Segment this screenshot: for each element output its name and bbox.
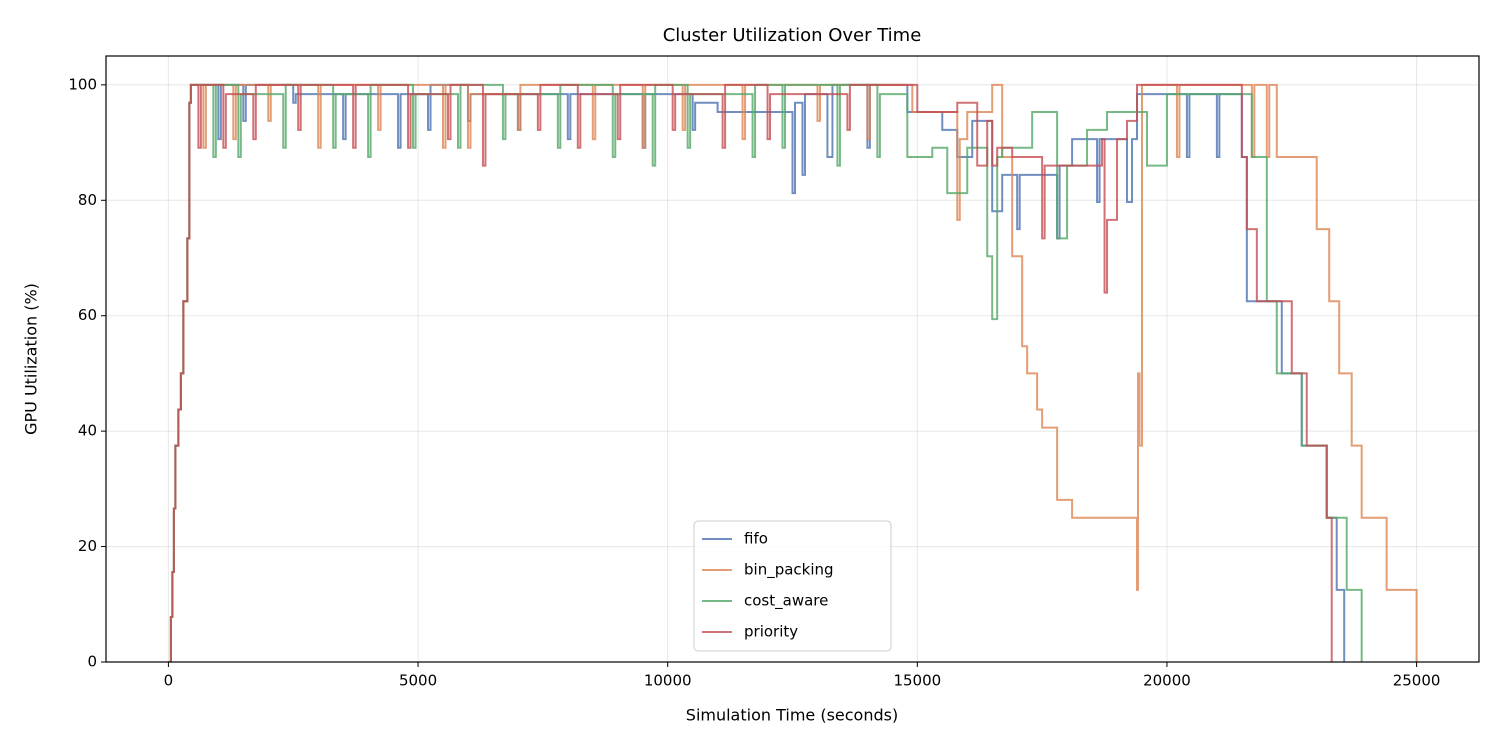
x-tick-label: 20000 <box>1143 672 1191 690</box>
x-tick-label: 15000 <box>893 672 941 690</box>
y-tick-label: 20 <box>78 537 97 555</box>
x-tick-label: 0 <box>164 672 174 690</box>
y-axis-label: GPU Utilization (%) <box>22 283 41 435</box>
plot-frame <box>105 55 1480 663</box>
x-tick-label: 5000 <box>399 672 437 690</box>
legend-box <box>693 520 892 652</box>
y-tick-label: 100 <box>68 75 97 93</box>
series-line <box>168 83 1346 662</box>
legend-label: fifo <box>744 530 768 548</box>
y-tick-label: 60 <box>78 306 97 324</box>
y-tick-label: 80 <box>78 191 97 209</box>
y-tick-label: 0 <box>87 653 97 671</box>
x-tick-label: 25000 <box>1393 672 1441 690</box>
x-tick-label: 10000 <box>644 672 692 690</box>
y-tick-label: 40 <box>78 422 97 440</box>
legend-label: bin_packing <box>744 561 834 580</box>
chart-title: Cluster Utilization Over Time <box>663 25 922 46</box>
x-axis-label: Simulation Time (seconds) <box>686 706 898 725</box>
legend-label: cost_aware <box>744 592 828 611</box>
legend-label: priority <box>744 623 798 641</box>
series-line <box>168 83 1333 662</box>
